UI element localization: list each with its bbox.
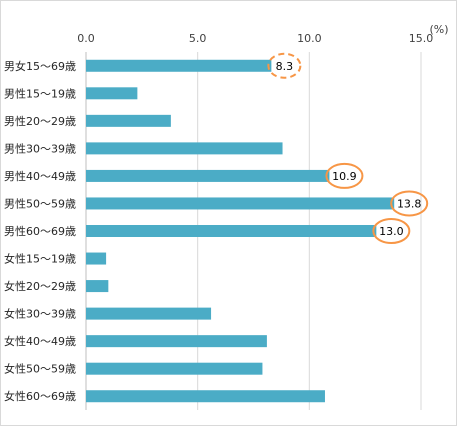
highlight-circle	[372, 218, 411, 244]
highlight-circle	[390, 190, 429, 217]
category-label: 男性50～59歳	[4, 196, 76, 210]
bar	[86, 114, 171, 127]
category-label: 女性60～69歳	[4, 389, 76, 403]
bar	[86, 197, 395, 210]
bar	[86, 87, 138, 100]
category-label: 女性30～39歳	[4, 307, 76, 321]
x-tick-label: 5.0	[189, 32, 207, 45]
category-label: 男性40～49歳	[4, 169, 76, 183]
bar	[86, 362, 263, 375]
bar	[86, 390, 325, 403]
bar	[86, 335, 267, 348]
highlight-circle	[325, 162, 364, 189]
category-label: 女性20～29歳	[4, 279, 76, 293]
x-tick-label: 15.0	[409, 32, 434, 45]
highlight-circle	[267, 52, 302, 79]
bar	[86, 252, 107, 265]
category-label: 男性20～29歳	[4, 114, 76, 128]
category-label: 男性15～19歳	[4, 86, 76, 100]
value-label: 13.0	[379, 225, 404, 238]
bar	[86, 225, 377, 237]
value-label: 8.3	[276, 60, 294, 73]
category-label: 女性15～19歳	[4, 252, 76, 266]
value-label: 13.8	[397, 197, 422, 210]
unit-label: (%)	[429, 23, 448, 36]
bar	[86, 280, 109, 293]
category-label: 女性40～49歳	[4, 334, 76, 348]
bar	[86, 59, 272, 72]
bar	[86, 307, 212, 320]
category-label: 男性60～69歳	[4, 224, 76, 238]
x-tick-label: 10.0	[297, 32, 322, 45]
category-label: 男性30～39歳	[4, 141, 76, 155]
bar	[86, 169, 330, 182]
category-label: 男女15～69歳	[4, 59, 76, 73]
x-tick-label: 0.0	[77, 32, 95, 45]
bar	[86, 142, 283, 155]
value-label: 10.9	[332, 170, 357, 183]
category-label: 女性50～59歳	[4, 362, 76, 376]
